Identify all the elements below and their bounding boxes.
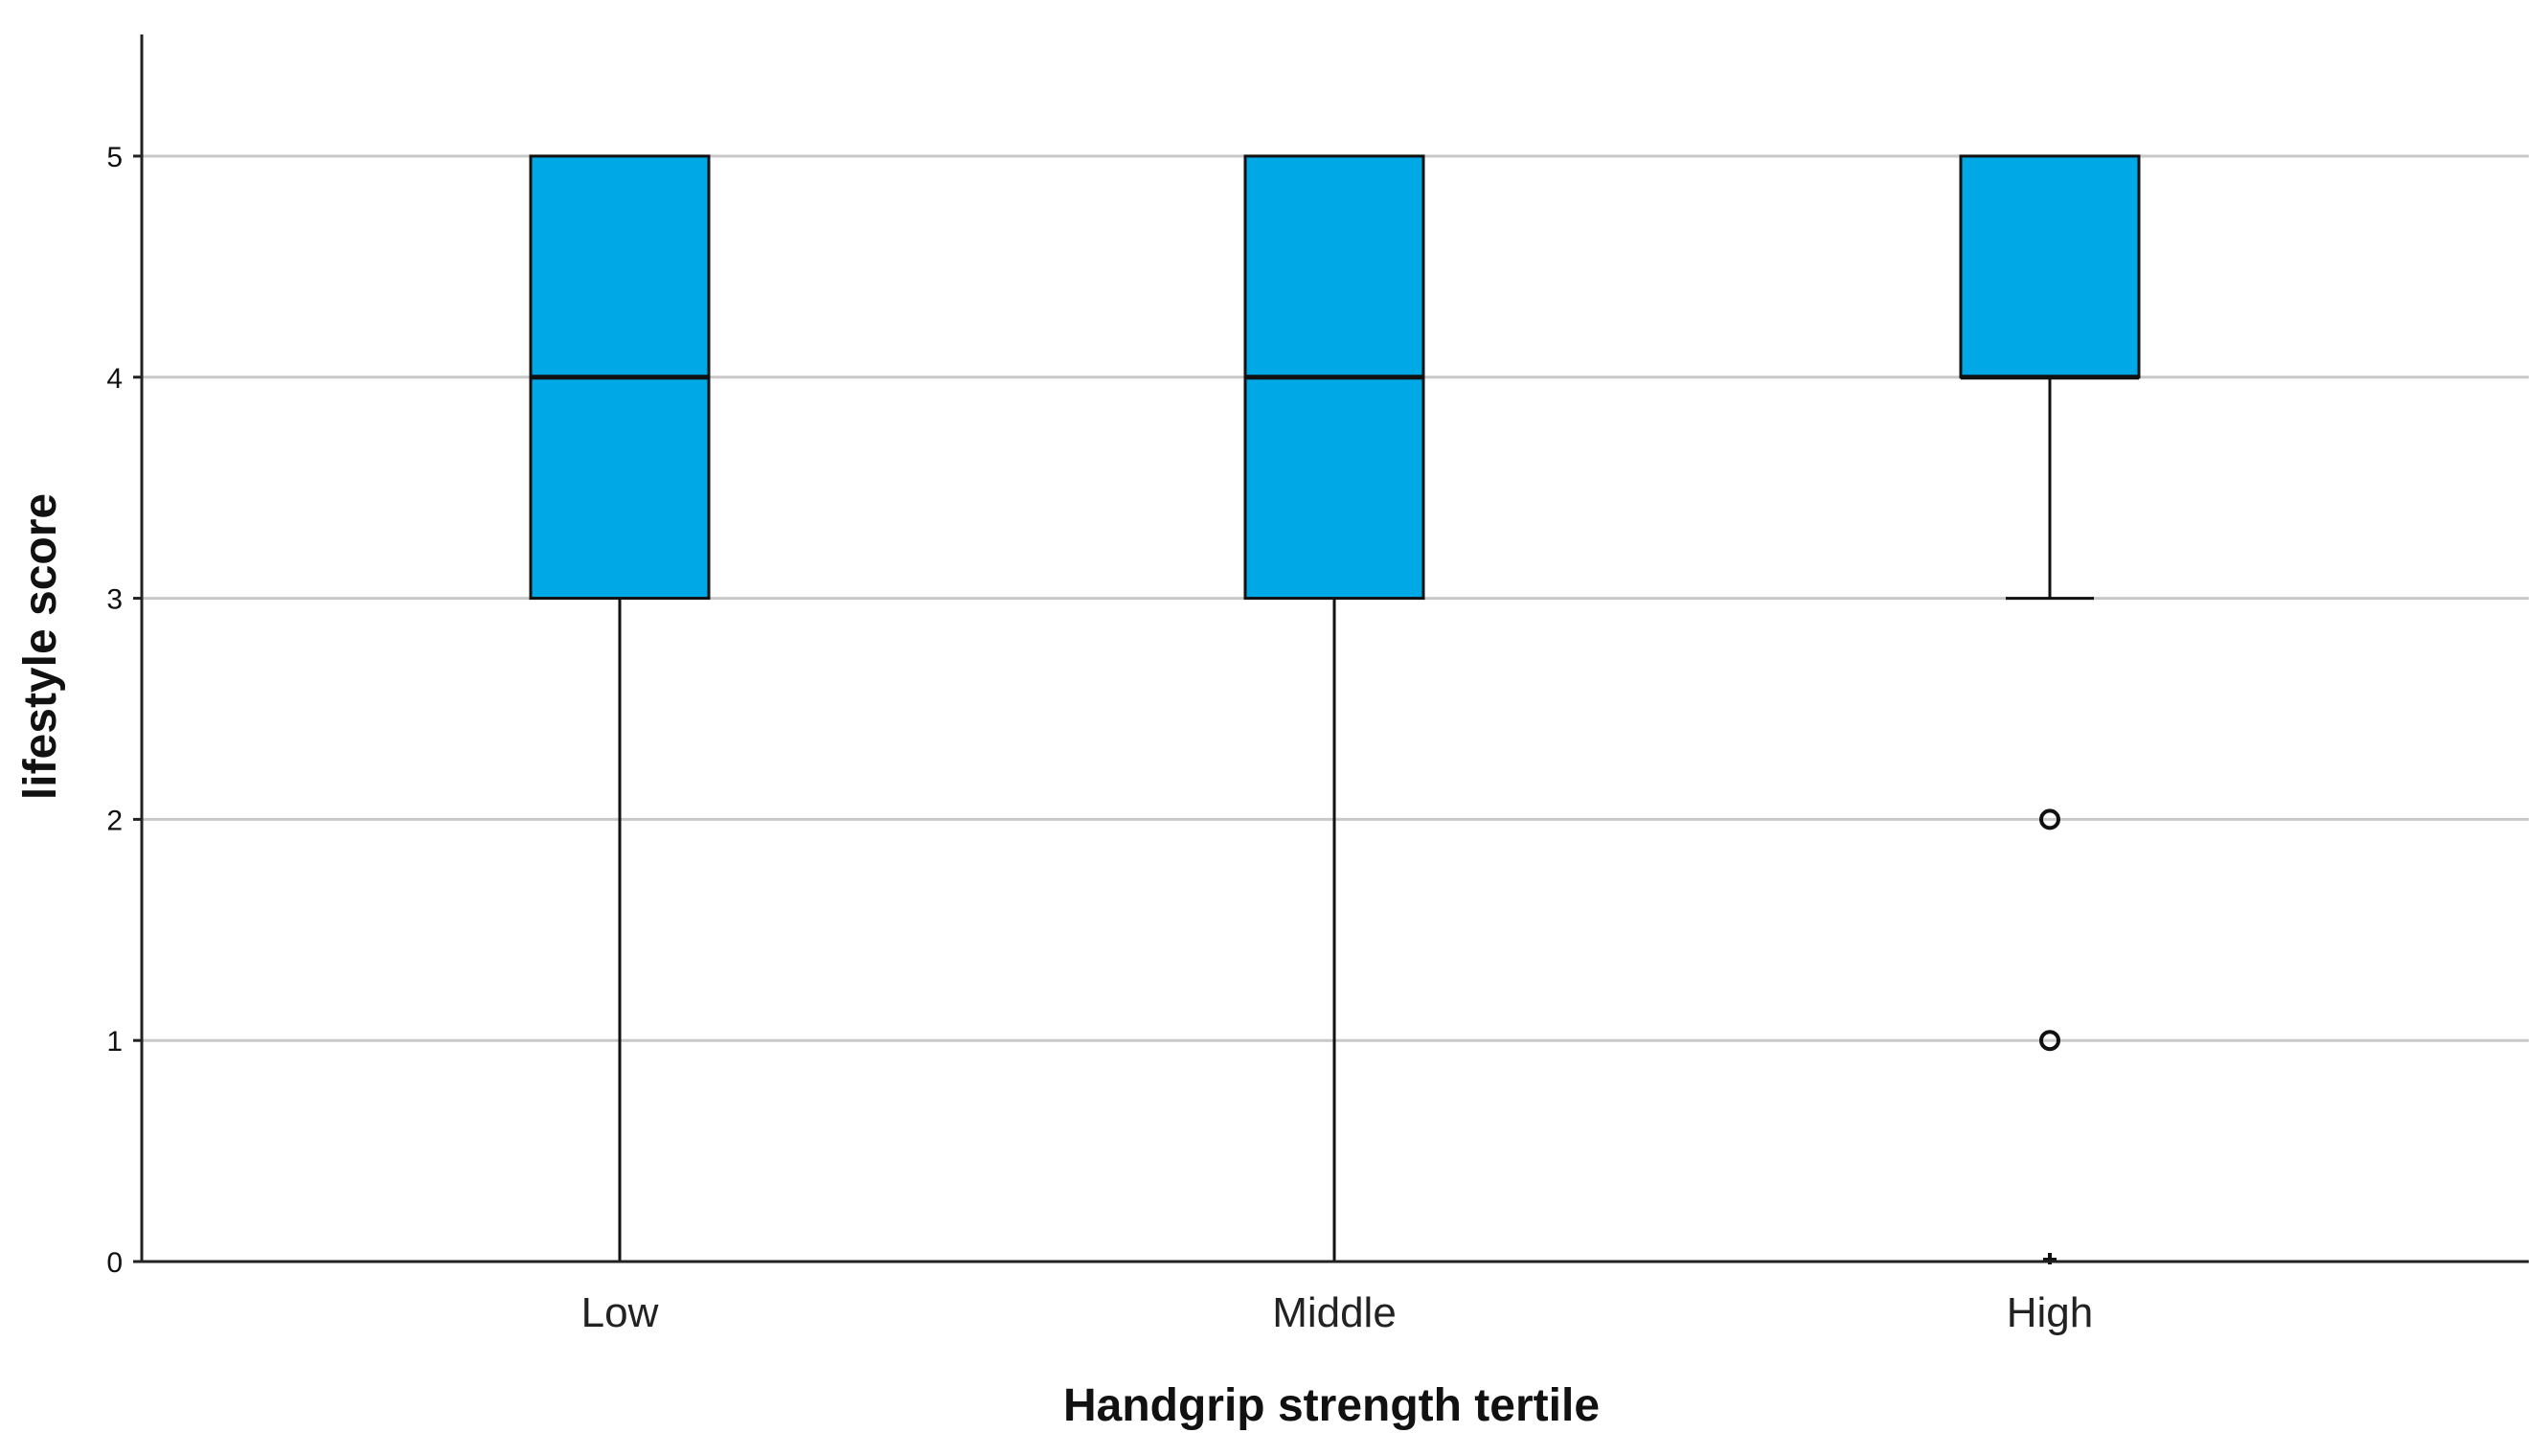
box-group-high: [1959, 154, 2141, 1264]
y-tick-label: 1: [106, 1026, 123, 1058]
box-group-middle: [1243, 154, 1425, 1262]
outlier-point: [2039, 808, 2060, 830]
box-group-low: [529, 154, 711, 1262]
axes: [140, 34, 2529, 1263]
x-axis-title: Handgrip strength tertile: [1063, 1380, 1600, 1431]
y-axis-title: lifestyle score: [15, 493, 66, 800]
y-tick-label: 3: [106, 584, 123, 616]
y-tick-label: 2: [106, 805, 123, 836]
y-tick-label: 0: [106, 1247, 123, 1279]
x-tick-labels: Low Middle High: [581, 1289, 2094, 1336]
x-tick-label: Middle: [1272, 1289, 1397, 1336]
x-tick-label: High: [2007, 1289, 2094, 1336]
y-tick-labels: 0 1 2 3 4 5: [106, 142, 142, 1279]
boxes: [529, 154, 2141, 1264]
y-tick-label: 5: [106, 142, 123, 173]
y-tick-label: 4: [106, 363, 123, 395]
x-tick-label: Low: [581, 1289, 659, 1336]
iqr-box: [1959, 154, 2141, 379]
outlier-point: [2039, 1030, 2060, 1052]
